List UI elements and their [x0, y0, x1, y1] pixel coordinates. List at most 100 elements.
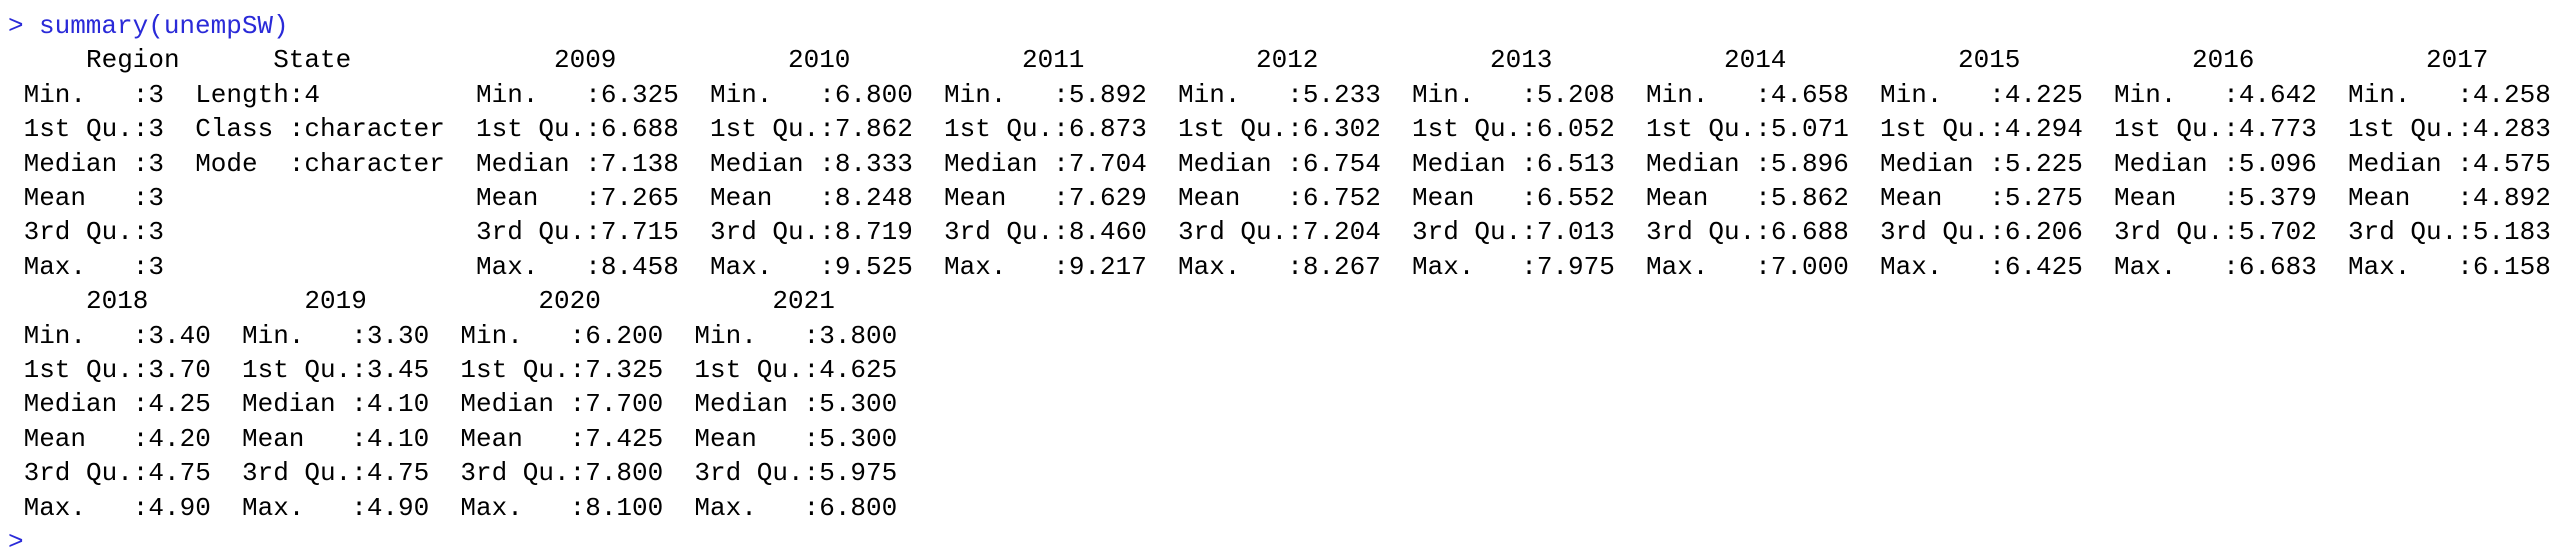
summary-cell: 3rd Qu.:7.013	[1412, 217, 1615, 248]
summary-cell: Mean :5.379	[2114, 183, 2317, 213]
summary-cell: 1st Qu.:7.325	[460, 355, 664, 385]
summary-cell: 1st Qu.:3	[23, 114, 165, 145]
column-header: 2014	[1724, 45, 1787, 76]
column-header: 2012	[1256, 45, 1319, 76]
summary-cell: Max. :9.217	[944, 251, 1147, 282]
summary-cell: 1st Qu.:6.052	[1412, 114, 1615, 145]
summary-cell: Median :5.225	[1880, 148, 2083, 179]
summary-cell: Min. :3.40	[23, 320, 211, 351]
summary-cell: Min. :5.233	[1178, 79, 1381, 110]
column-header: 2018	[86, 286, 149, 317]
summary-cell: 3rd Qu.:7.204	[1178, 217, 1381, 248]
summary-cell: Median :8.333	[710, 148, 913, 179]
column-header: 2019	[304, 286, 367, 317]
summary-cell: Max. :7.975	[1412, 251, 1615, 282]
summary-cell: 1st Qu.:6.873	[944, 114, 1147, 145]
summary-cell: 3rd Qu.:4.75	[23, 458, 211, 489]
summary-cell: Median :7.704	[944, 148, 1147, 179]
command: summary(unempSW)	[39, 11, 289, 41]
summary-cell: Min. :6.800	[710, 79, 913, 110]
summary-cell: Median :7.700	[460, 389, 664, 420]
summary-cell: Mean :7.265	[476, 183, 679, 213]
summary-cell: Median :4.25	[23, 389, 211, 420]
summary-cell: Max. :9.525	[710, 251, 913, 282]
column-header: 2011	[1022, 45, 1085, 76]
summary-cell: 3rd Qu.:6.688	[1646, 217, 1849, 248]
summary-cell: Min. :6.325	[476, 79, 679, 110]
summary-cell: Median :3	[23, 148, 165, 179]
summary-cell: Mean :8.248	[710, 183, 913, 213]
summary-cell: Max. :6.425	[1880, 251, 2083, 282]
summary-cell: Mean :4.892	[2348, 183, 2551, 213]
summary-cell: Max. :4.90	[242, 492, 430, 523]
summary-cell: Min. :3	[23, 79, 165, 110]
column-header: 2013	[1490, 45, 1553, 76]
summary-cell: 1st Qu.:3.45	[242, 355, 430, 385]
summary-cell: Median :6.513	[1412, 148, 1615, 179]
summary-cell: Mean :7.425	[460, 423, 664, 454]
summary-cell: Max. :8.267	[1178, 251, 1381, 282]
column-header: 2021	[772, 286, 835, 317]
prompt: >	[8, 527, 24, 557]
summary-cell: Median :7.138	[476, 148, 679, 179]
summary-cell: Min. :4.658	[1646, 79, 1849, 110]
summary-cell: 3rd Qu.:8.719	[710, 217, 913, 248]
summary-cell: Max. :4.90	[23, 492, 211, 523]
summary-cell: Max. :3	[23, 251, 165, 282]
summary-cell: Min. :4.258	[2348, 79, 2551, 110]
summary-cell: Median :5.096	[2114, 148, 2317, 179]
column-header: State	[273, 45, 352, 76]
summary-cell: Median :4.10	[242, 389, 430, 420]
summary-cell: Max. :8.100	[460, 492, 664, 523]
summary-cell: 3rd Qu.:7.800	[460, 458, 664, 489]
column-header: Region	[86, 45, 180, 76]
summary-cell: Median :5.300	[694, 389, 898, 420]
summary-cell: Max. :7.000	[1646, 251, 1849, 282]
summary-cell: Min. :3.30	[242, 320, 430, 351]
summary-cell: 3rd Qu.:5.183	[2348, 217, 2551, 248]
column-header: 2010	[788, 45, 851, 76]
summary-cell: Mean :6.752	[1178, 183, 1381, 213]
summary-cell: 3rd Qu.:5.702	[2114, 217, 2317, 248]
summary-cell: Length:4	[195, 79, 321, 110]
summary-cell: 3rd Qu.:4.75	[242, 458, 430, 489]
summary-cell: Max. :6.683	[2114, 251, 2317, 282]
summary-cell: 1st Qu.:4.294	[1880, 114, 2083, 145]
summary-cell: Mean :4.20	[23, 423, 211, 454]
summary-cell: Min. :4.225	[1880, 79, 2083, 110]
summary-cell: Max. :8.458	[476, 251, 679, 282]
column-header: 2015	[1958, 45, 2021, 76]
summary-cell: 1st Qu.:4.283	[2348, 114, 2551, 145]
summary-cell: Min. :5.892	[944, 79, 1147, 110]
summary-cell: Min. :4.642	[2114, 79, 2317, 110]
summary-cell: 3rd Qu.:3	[23, 217, 165, 248]
summary-cell: Min. :5.208	[1412, 79, 1615, 110]
summary-cell: 1st Qu.:6.302	[1178, 114, 1381, 145]
summary-cell: Mean :4.10	[242, 423, 430, 454]
summary-cell: Max. :6.800	[694, 492, 898, 523]
summary-cell: Mode :character	[195, 148, 445, 179]
summary-cell: Mean :5.862	[1646, 183, 1849, 213]
summary-cell: Median :4.575	[2348, 148, 2551, 179]
column-header: 2009	[554, 45, 617, 76]
summary-cell: Min. :6.200	[460, 320, 664, 351]
column-header: 2016	[2192, 45, 2255, 76]
summary-cell: 1st Qu.:5.071	[1646, 114, 1849, 145]
summary-cell: Min. :3.800	[694, 320, 898, 351]
summary-cell: Mean :5.275	[1880, 183, 2083, 213]
summary-cell: Mean :5.300	[694, 423, 898, 454]
summary-cell: Median :5.896	[1646, 148, 1849, 179]
summary-cell: 3rd Qu.:8.460	[944, 217, 1147, 248]
summary-cell: 1st Qu.:7.862	[710, 114, 913, 145]
summary-cell: 1st Qu.:6.688	[476, 114, 679, 145]
summary-cell: 3rd Qu.:7.715	[476, 217, 679, 248]
summary-cell: Median :6.754	[1178, 148, 1381, 179]
column-header: 2017	[2426, 45, 2489, 76]
summary-cell: Mean :7.629	[944, 183, 1147, 213]
summary-cell: Class :character	[195, 114, 445, 145]
summary-cell: 1st Qu.:4.625	[694, 355, 898, 385]
summary-cell: Mean :3	[23, 183, 165, 213]
prompt: >	[8, 11, 24, 41]
summary-cell: 3rd Qu.:5.975	[694, 458, 898, 489]
